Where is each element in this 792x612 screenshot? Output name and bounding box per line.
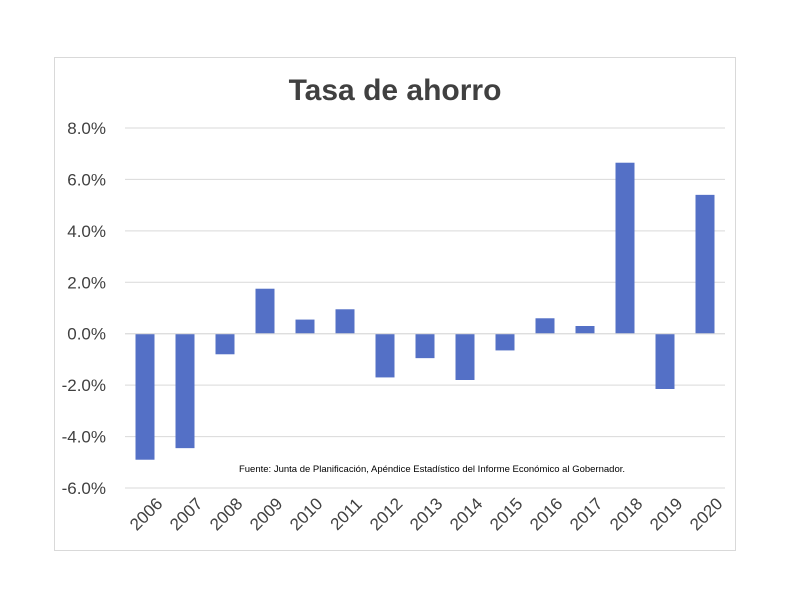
chart-title: Tasa de ahorro [289, 74, 502, 107]
x-tick-label: 2018 [606, 494, 646, 534]
y-tick-label: -2.0% [62, 376, 106, 395]
bar-2008 [215, 333, 235, 355]
x-tick-label: 2012 [366, 494, 406, 534]
bar-2017 [575, 326, 595, 334]
x-tick-label: 2015 [486, 494, 526, 534]
x-tick-label: 2009 [246, 494, 286, 534]
bar-2018 [615, 162, 635, 334]
x-tick-label: 2017 [566, 494, 606, 534]
bars [135, 162, 715, 460]
bar-2016 [535, 318, 555, 334]
x-tick-label: 2013 [406, 494, 446, 534]
bar-2014 [455, 333, 475, 380]
x-tick-label: 2010 [286, 494, 326, 534]
bar-2009 [255, 288, 275, 334]
x-tick-label: 2006 [126, 494, 166, 534]
bar-2006 [135, 333, 155, 460]
y-tick-label: 8.0% [67, 119, 106, 138]
x-tick-label: 2011 [327, 495, 366, 534]
bar-2020 [695, 194, 715, 334]
y-tick-label: -6.0% [62, 479, 106, 498]
bar-2010 [295, 319, 315, 334]
gridlines [125, 127, 725, 489]
x-axis-ticks: 2006 2007 2008 2009 2010 2011 2012 2013 2014 2015… [126, 494, 726, 534]
bar-2013 [415, 333, 435, 359]
y-tick-label: 2.0% [67, 273, 106, 292]
x-tick-label: 2008 [206, 494, 246, 534]
bar-2011 [335, 309, 355, 334]
y-tick-label: 6.0% [67, 170, 106, 189]
bar-2015 [495, 333, 515, 351]
x-tick-label: 2020 [686, 494, 726, 534]
x-tick-label: 2019 [646, 494, 686, 534]
bar-2012 [375, 333, 395, 378]
x-tick-label: 2014 [446, 494, 486, 534]
x-tick-label: 2007 [166, 494, 206, 534]
y-tick-label: 4.0% [67, 222, 106, 241]
y-axis-ticks: 8.0% 6.0% 4.0% 2.0% 0.0% -2.0% -4.0% -6.0% [62, 119, 106, 498]
bar-2007 [175, 333, 195, 449]
bar-2019 [655, 333, 675, 389]
y-tick-label: -4.0% [62, 428, 106, 447]
y-tick-label: 0.0% [67, 325, 106, 344]
x-tick-label: 2016 [526, 494, 566, 534]
source-note: Fuente: Junta de Planificación, Apéndice… [239, 464, 625, 475]
